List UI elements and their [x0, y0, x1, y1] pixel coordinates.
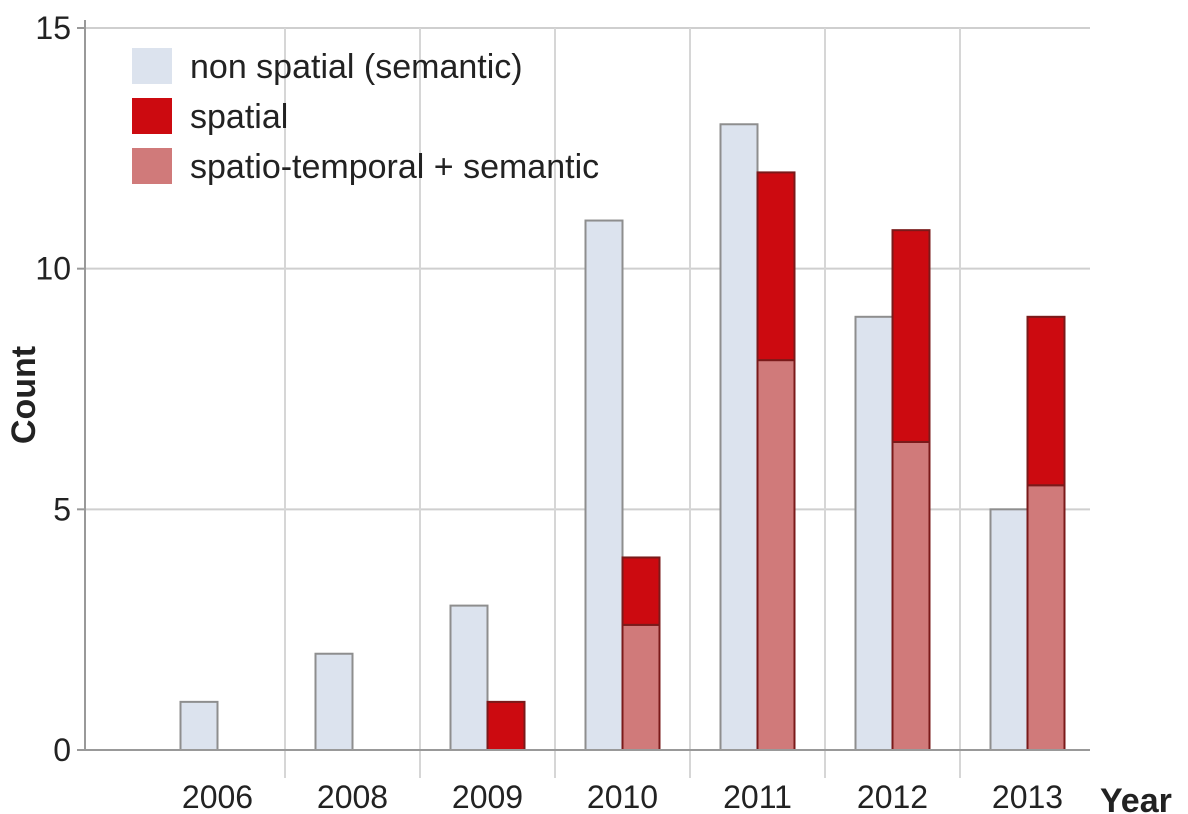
- bar: [1026, 484, 1066, 751]
- y-tick-label: 15: [35, 10, 71, 46]
- x-tick-label: 2013: [992, 779, 1063, 814]
- y-tick-label: 10: [35, 251, 71, 287]
- grid: [85, 27, 1090, 778]
- x-tick-label: 2011: [723, 779, 792, 814]
- x-axis-title: Year: [1100, 782, 1172, 814]
- bar: [1026, 315, 1066, 487]
- bar: [756, 359, 796, 751]
- legend-label: spatio-temporal + semantic: [190, 148, 599, 186]
- y-tick-label: 0: [53, 732, 71, 768]
- legend: non spatial (semantic) spatial spatio-temp…: [132, 48, 599, 186]
- bar: [719, 123, 759, 752]
- x-tick-label: 2012: [857, 779, 928, 814]
- x-tick-label: 2010: [587, 779, 658, 814]
- bars: [179, 123, 1066, 752]
- x-tick-label: 2008: [317, 779, 388, 814]
- legend-swatch: [132, 98, 172, 134]
- x-tick-label: 2009: [452, 779, 523, 814]
- bar: [891, 229, 931, 443]
- bar: [854, 315, 894, 751]
- bar: [891, 440, 931, 751]
- bar: [989, 508, 1029, 752]
- y-tick-label: 5: [53, 491, 71, 527]
- y-axis-title: Count: [5, 346, 43, 444]
- bar: [584, 219, 624, 752]
- bar: [179, 700, 219, 751]
- legend-swatch: [132, 48, 172, 84]
- legend-swatch: [132, 148, 172, 184]
- y-tick-labels: 0 5 10 15: [35, 10, 71, 768]
- bar: [621, 556, 661, 626]
- bar: [314, 652, 354, 752]
- bar: [449, 604, 489, 751]
- x-tick-labels: 2006 2008 2009 2010 2011 2012 2013: [182, 779, 1063, 814]
- legend-label: spatial: [190, 98, 288, 136]
- bar: [621, 623, 661, 751]
- bar: [756, 171, 796, 362]
- axes: [77, 20, 1090, 751]
- legend-label: non spatial (semantic): [190, 48, 523, 86]
- bar: [486, 700, 526, 751]
- x-tick-label: 2006: [182, 779, 253, 814]
